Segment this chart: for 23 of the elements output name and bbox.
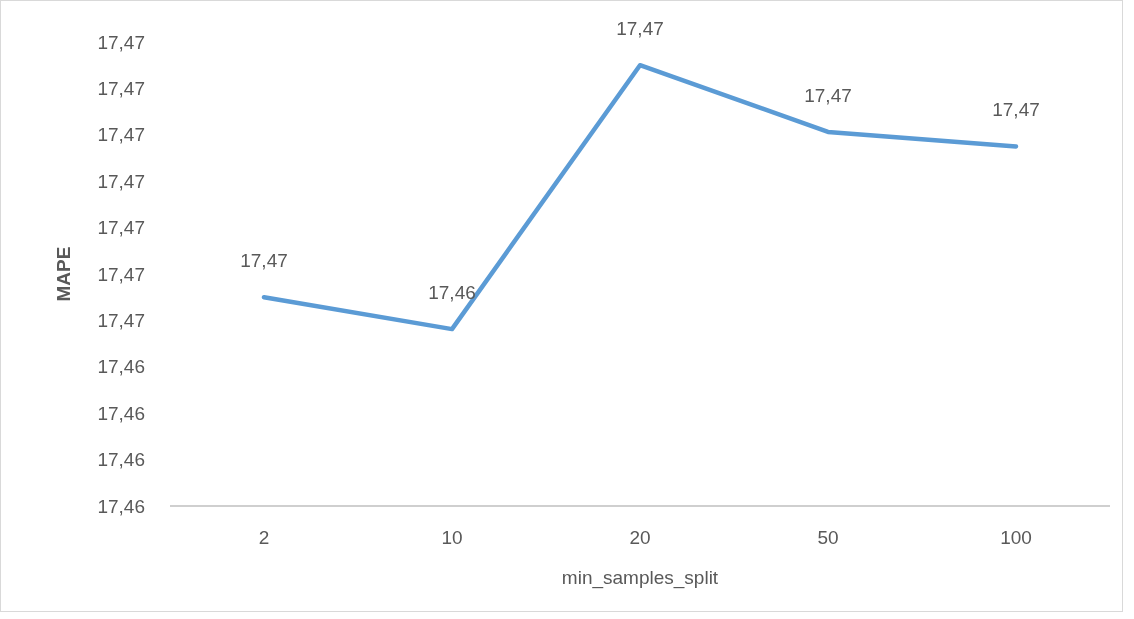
y-tick-label: 17,47	[97, 78, 145, 100]
y-tick-label: 17,47	[97, 217, 145, 239]
data-label: 17,47	[804, 84, 852, 106]
y-tick-label: 17,47	[97, 170, 145, 192]
x-tick-label: 10	[441, 527, 463, 548]
data-label: 17,46	[428, 282, 476, 304]
y-tick-label: 17,47	[97, 263, 145, 285]
x-axis-title: min_samples_split	[561, 567, 719, 589]
y-tick-label: 17,46	[97, 402, 145, 424]
x-tick-label: 50	[817, 527, 839, 548]
y-tick-label: 17,47	[97, 310, 145, 332]
y-tick-label: 17,46	[97, 449, 145, 471]
data-label: 17,47	[616, 18, 664, 40]
x-tick-label: 100	[1000, 527, 1032, 548]
data-label: 17,47	[992, 99, 1040, 121]
x-tick-label: 2	[258, 527, 270, 548]
y-tick-label: 17,46	[97, 495, 145, 517]
y-tick-label: 17,47	[97, 31, 145, 53]
y-axis-title: MAPE	[53, 246, 74, 302]
y-tick-label: 17,46	[97, 356, 145, 378]
x-tick-label: 20	[629, 527, 651, 548]
data-label: 17,47	[240, 250, 288, 272]
y-tick-label: 17,47	[97, 124, 145, 146]
